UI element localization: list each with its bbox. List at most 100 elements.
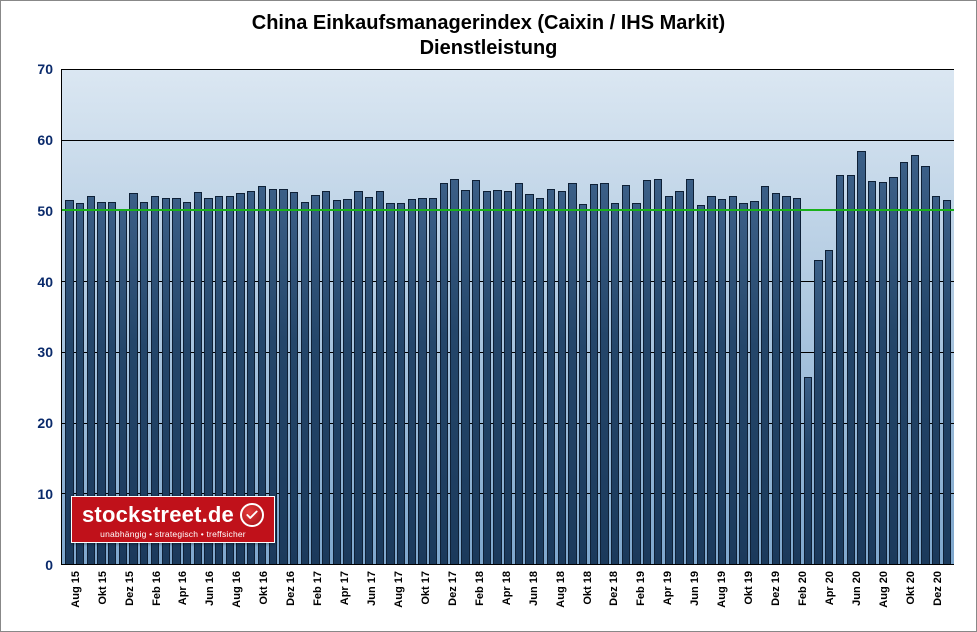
bar-slot — [695, 69, 706, 564]
x-slot: Dez 18 — [602, 567, 615, 623]
bar — [515, 183, 523, 564]
bar-slot — [385, 69, 396, 564]
bar-slot — [182, 69, 193, 564]
bar-slot — [877, 69, 888, 564]
bar-slot — [481, 69, 492, 564]
x-slot — [938, 567, 951, 623]
bar — [472, 180, 480, 564]
bar — [889, 177, 897, 565]
x-slot — [696, 567, 709, 623]
x-slot: Apr 17 — [332, 567, 345, 623]
x-slot — [481, 567, 494, 623]
plot-area — [61, 69, 954, 565]
x-slot — [642, 567, 655, 623]
bar — [793, 198, 801, 564]
bar — [900, 162, 908, 564]
bar — [932, 196, 940, 564]
bar — [504, 191, 512, 564]
bar — [825, 250, 833, 564]
bar-slot — [867, 69, 878, 564]
bar — [354, 191, 362, 564]
bar — [536, 198, 544, 564]
bar — [450, 179, 458, 564]
bar-slot — [546, 69, 557, 564]
bar-slot — [760, 69, 771, 564]
bar-slot — [374, 69, 385, 564]
bar-series — [62, 69, 954, 564]
x-slot — [319, 567, 332, 623]
bar-slot — [674, 69, 685, 564]
x-slot — [184, 567, 197, 623]
bar — [697, 205, 705, 564]
bar-slot — [225, 69, 236, 564]
x-slot: Dez 15 — [117, 567, 130, 623]
chart-title-block: China Einkaufsmanagerindex (Caixin / IHS… — [9, 9, 968, 65]
y-tick-label: 0 — [45, 557, 53, 573]
chart-container: China Einkaufsmanagerindex (Caixin / IHS… — [9, 9, 968, 623]
bar-slot — [353, 69, 364, 564]
bar-slot — [278, 69, 289, 564]
bar — [343, 199, 351, 564]
bar — [290, 192, 298, 564]
x-slot — [831, 567, 844, 623]
bar-slot — [514, 69, 525, 564]
bar-slot — [171, 69, 182, 564]
bar — [911, 155, 919, 564]
bar — [857, 151, 865, 564]
x-slot — [292, 567, 305, 623]
x-slot: Jun 20 — [844, 567, 857, 623]
bar-slot — [407, 69, 418, 564]
bar-slot — [803, 69, 814, 564]
bar — [739, 203, 747, 564]
bar — [686, 179, 694, 564]
bar-slot — [524, 69, 535, 564]
bar-slot — [203, 69, 214, 564]
bar-slot — [492, 69, 503, 564]
bar — [322, 191, 330, 564]
x-slot: Aug 19 — [710, 567, 723, 623]
bar-slot — [96, 69, 107, 564]
bar — [590, 184, 598, 564]
bar — [301, 202, 309, 564]
x-slot: Aug 16 — [225, 567, 238, 623]
bar-slot — [685, 69, 696, 564]
x-slot: Dez 17 — [440, 567, 453, 623]
x-slot — [346, 567, 359, 623]
x-slot: Okt 15 — [90, 567, 103, 623]
bar-slot — [631, 69, 642, 564]
logo-top-row: stockstreet.de — [82, 503, 264, 527]
bar-slot — [910, 69, 921, 564]
bar-slot — [118, 69, 129, 564]
x-slot: Apr 19 — [656, 567, 669, 623]
bar-slot — [417, 69, 428, 564]
bar-slot — [160, 69, 171, 564]
x-slot: Okt 18 — [575, 567, 588, 623]
x-slot — [238, 567, 251, 623]
x-slot — [615, 567, 628, 623]
bar-slot — [535, 69, 546, 564]
stockstreet-logo-badge: stockstreet.de unabhängig • strategisch … — [71, 496, 275, 544]
x-slot — [804, 567, 817, 623]
bar — [600, 183, 608, 564]
bar-slot — [439, 69, 450, 564]
bar-slot — [856, 69, 867, 564]
bar-slot — [471, 69, 482, 564]
bar-slot — [567, 69, 578, 564]
bar — [418, 198, 426, 564]
bar-slot — [770, 69, 781, 564]
bar — [558, 191, 566, 564]
bar — [847, 175, 855, 564]
x-slot — [858, 567, 871, 623]
bar-slot — [599, 69, 610, 564]
bar — [761, 186, 769, 564]
bar — [814, 260, 822, 564]
checkmark-icon — [240, 503, 264, 527]
x-slot: Apr 18 — [494, 567, 507, 623]
x-slot — [400, 567, 413, 623]
x-slot — [669, 567, 682, 623]
bar-slot — [663, 69, 674, 564]
bar-slot — [781, 69, 792, 564]
x-slot: Jun 17 — [359, 567, 372, 623]
bar-slot — [460, 69, 471, 564]
y-tick-label: 60 — [37, 132, 53, 148]
